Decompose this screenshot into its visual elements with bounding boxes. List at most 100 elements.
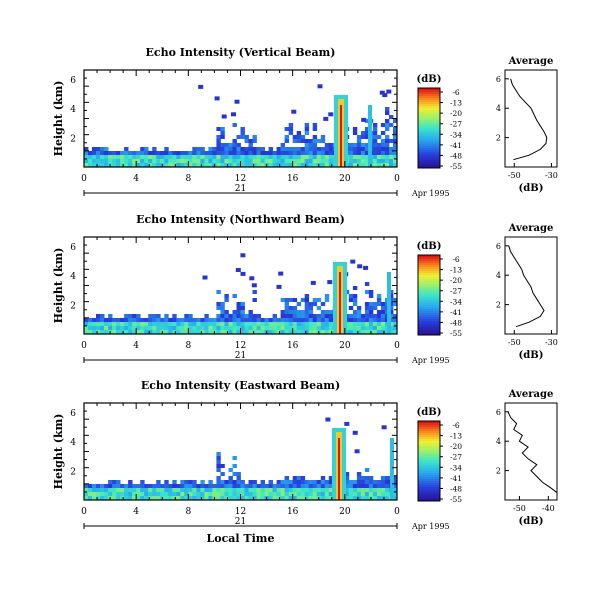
colorbar-tick-label: -27 [450,287,462,296]
average-x-tick-label: -40 [542,504,555,513]
colorbar-tick-label: -34 [450,463,462,472]
secondary-echo [390,438,394,500]
rain-echo-peak [339,272,341,334]
average-x-tick-label: -50 [513,504,526,513]
x-tick-label: 8 [185,174,191,184]
heatmap-cells [84,253,398,334]
average-title: Average [508,223,554,234]
colorbar-tick-label: -6 [452,421,460,430]
colorbar-tick-label: -34 [450,130,462,139]
heatmap-cells [84,84,398,167]
average-title: Average [508,56,554,67]
colorbar [418,421,440,502]
average-x-label: (dB) [519,350,544,361]
x-tick-label: 12 [235,507,246,517]
colorbar-tick-label: -55 [450,162,462,171]
colorbar-tick-label: -48 [450,151,462,160]
average-frame [504,402,558,501]
colorbar-tick-label: -55 [450,329,462,338]
colorbar-tick-label: -20 [450,109,462,118]
y-axis-label: Height (km) [52,248,65,324]
x-tick-label: 0 [394,174,400,184]
x-tick-label: 12 [235,341,246,351]
y-tick-label: 4 [70,438,76,448]
date-label: Apr 1995 [411,522,450,531]
x-tick-label: 8 [185,507,191,517]
average-profile-line [510,78,548,161]
average-x-tick-label: -30 [545,171,558,180]
colorbar [418,255,440,336]
day-label: 21 [235,184,246,194]
x-axis-label: Local Time [207,532,275,545]
average-x-label: (dB) [519,516,544,527]
colorbar [418,88,440,169]
day-label: 21 [235,351,246,361]
colorbar-label: (dB) [417,407,442,418]
x-tick-label: 20 [339,507,351,517]
y-tick-label: 2 [70,302,76,312]
y-tick-label: 6 [70,76,76,86]
x-tick-label: 0 [81,174,87,184]
x-tick-label: 8 [185,341,191,351]
x-tick-label: 0 [81,507,87,517]
colorbar-tick-label: -27 [450,453,462,462]
panel-title: Echo Intensity (Vertical Beam) [145,46,335,59]
average-y-tick-label: 4 [496,437,501,446]
colorbar-tick-label: -48 [450,318,462,327]
y-tick-label: 4 [70,272,76,282]
y-tick-label: 2 [70,135,76,145]
x-tick-label: 0 [394,341,400,351]
date-label: Apr 1995 [411,189,450,198]
average-x-tick-label: -50 [508,171,521,180]
colorbar-tick-label: -20 [450,276,462,285]
colorbar-tick-label: -27 [450,120,462,129]
average-x-label: (dB) [519,183,544,194]
colorbar-tick-label: -34 [450,297,462,306]
panel-title: Echo Intensity (Northward Beam) [136,213,345,226]
average-profile-line [508,245,545,328]
average-profile-line [507,411,558,494]
x-tick-label: 16 [287,507,299,517]
y-axis-label: Height (km) [52,81,65,157]
average-frame [504,236,558,335]
average-y-tick-label: 6 [496,408,501,417]
x-tick-label: 16 [287,174,299,184]
colorbar-tick-label: -13 [450,432,462,441]
x-tick-label: 0 [394,507,400,517]
x-tick-label: 4 [133,341,139,351]
secondary-echo [387,272,391,334]
x-tick-label: 0 [81,341,87,351]
x-tick-label: 16 [287,341,299,351]
colorbar-label: (dB) [417,74,442,85]
colorbar-tick-label: -13 [450,266,462,275]
average-title: Average [508,389,554,400]
x-tick-label: 4 [133,507,139,517]
average-x-tick-label: -50 [508,338,521,347]
colorbar-tick-label: -6 [452,255,460,264]
x-tick-label: 20 [339,174,351,184]
y-axis-label: Height (km) [52,414,65,490]
average-y-tick-label: 6 [496,242,501,251]
y-tick-label: 2 [70,468,76,478]
x-tick-label: 12 [235,174,246,184]
rain-echo-peak [340,105,342,167]
average-frame [504,69,558,168]
colorbar-tick-label: -41 [450,141,462,150]
x-tick-label: 4 [133,174,139,184]
colorbar-tick-label: -20 [450,442,462,451]
x-tick-label: 20 [339,341,351,351]
colorbar-tick-label: -13 [450,99,462,108]
y-tick-label: 6 [70,409,76,419]
colorbar-tick-label: -41 [450,474,462,483]
colorbar-tick-label: -48 [450,484,462,493]
y-tick-label: 4 [70,105,76,115]
heatmap-cells [84,417,398,500]
average-y-tick-label: 4 [496,271,501,280]
colorbar-tick-label: -6 [452,88,460,97]
colorbar-frame [417,87,441,169]
colorbar-frame [417,254,441,336]
secondary-echo [368,105,372,167]
day-label: 21 [235,517,246,527]
rain-echo-peak [338,438,340,500]
